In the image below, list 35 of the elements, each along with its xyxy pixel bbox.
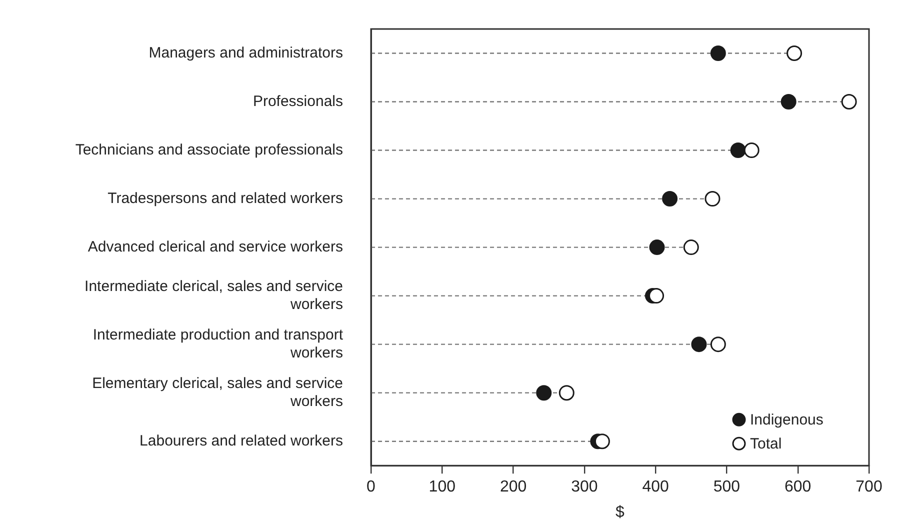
- point: [648, 288, 664, 304]
- x-tick-label: 400: [642, 478, 670, 496]
- y-tick-label: Advanced clerical and service workers: [88, 238, 343, 256]
- point: [662, 191, 678, 207]
- point: [710, 336, 726, 352]
- legend-label: Indigenous: [750, 412, 824, 429]
- point: [786, 46, 802, 62]
- point: [710, 46, 726, 62]
- y-tick-label: Elementary clerical, sales and service workers: [92, 374, 343, 410]
- y-tick-label: Professionals: [252, 92, 343, 110]
- y-tick-label: Intermediate clerical, sales and service workers: [84, 278, 343, 313]
- y-tick-label: Labourers and related workers: [140, 432, 343, 450]
- point: [691, 336, 707, 352]
- point: [558, 385, 574, 401]
- point: [780, 94, 796, 110]
- point: [594, 434, 610, 450]
- point: [730, 142, 746, 158]
- y-tick-label: Intermediate production and transport workers: [92, 326, 344, 362]
- x-tick-label: 200: [500, 478, 527, 496]
- x-tick-label: 300: [571, 478, 598, 496]
- point: [536, 385, 552, 401]
- point: [704, 191, 720, 207]
- legend-label: Total: [750, 436, 782, 453]
- x-tick-label: 500: [713, 478, 740, 496]
- x-tick-label: 100: [428, 478, 456, 496]
- point: [841, 94, 857, 110]
- y-tick-label: Tradespersons and related workers: [108, 190, 343, 207]
- point: [649, 240, 665, 256]
- x-tick-label: 600: [784, 478, 812, 496]
- point: [683, 240, 699, 256]
- x-axis-title: $: [616, 504, 625, 521]
- y-tick-label: Managers and administrators: [148, 44, 343, 62]
- x-tick-label: 0: [366, 478, 376, 496]
- x-tick-label: 700: [856, 478, 882, 496]
- y-tick-label: Technicians and associate professionals: [75, 141, 343, 158]
